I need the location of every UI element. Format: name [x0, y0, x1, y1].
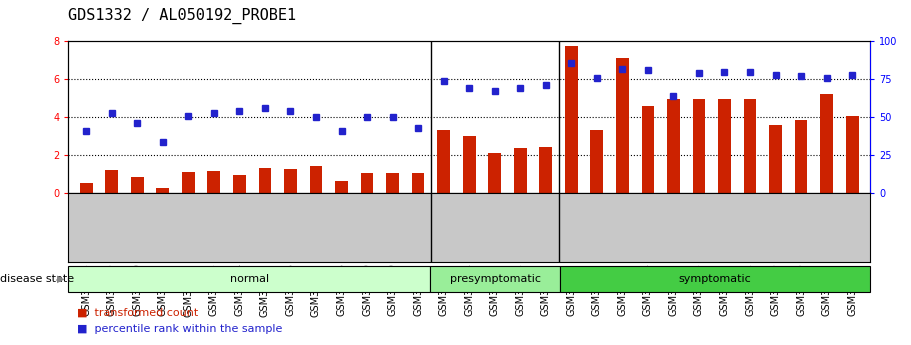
Bar: [310, 166, 322, 193]
Bar: [182, 172, 195, 193]
Bar: [106, 170, 118, 193]
Bar: [743, 99, 756, 193]
Text: GDS1332 / AL050192_PROBE1: GDS1332 / AL050192_PROBE1: [68, 8, 296, 24]
Bar: [590, 130, 603, 193]
Bar: [259, 168, 271, 193]
Text: ▶: ▶: [57, 274, 65, 284]
Bar: [845, 116, 858, 193]
Text: symptomatic: symptomatic: [679, 274, 752, 284]
Bar: [463, 136, 476, 193]
Bar: [565, 46, 578, 193]
Bar: [692, 99, 705, 193]
Bar: [361, 173, 374, 193]
Text: disease state: disease state: [0, 274, 74, 284]
Bar: [412, 173, 425, 193]
Bar: [641, 106, 654, 193]
Text: normal: normal: [230, 274, 269, 284]
Bar: [794, 120, 807, 193]
Bar: [539, 147, 552, 193]
Bar: [131, 177, 144, 193]
Text: presymptomatic: presymptomatic: [449, 274, 540, 284]
Bar: [488, 153, 501, 193]
Bar: [820, 93, 833, 193]
Bar: [769, 125, 782, 193]
Text: ■  percentile rank within the sample: ■ percentile rank within the sample: [77, 325, 282, 334]
Bar: [157, 188, 169, 193]
Bar: [80, 183, 93, 193]
Bar: [233, 175, 246, 193]
Bar: [616, 58, 629, 193]
Bar: [208, 171, 220, 193]
Bar: [335, 181, 348, 193]
Bar: [284, 168, 297, 193]
Bar: [718, 99, 731, 193]
Bar: [437, 130, 450, 193]
Bar: [667, 99, 680, 193]
Text: ■  transformed count: ■ transformed count: [77, 307, 199, 317]
Bar: [386, 173, 399, 193]
Bar: [514, 148, 527, 193]
